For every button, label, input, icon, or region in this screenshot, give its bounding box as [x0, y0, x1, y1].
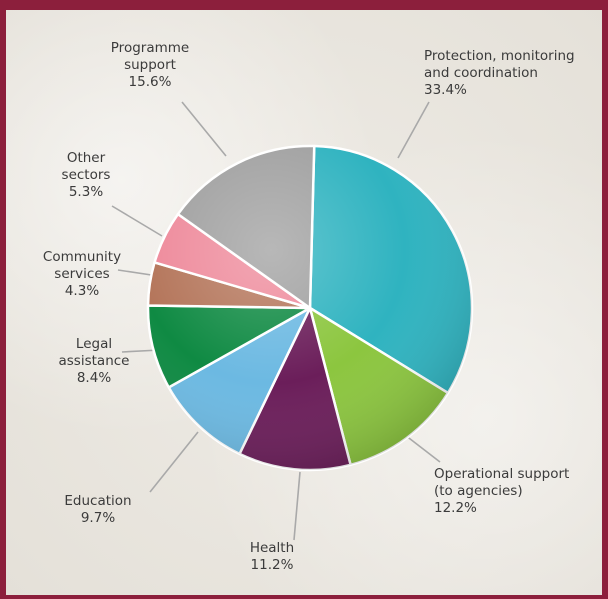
- left-border: [0, 0, 6, 599]
- leader-line-0: [397, 101, 430, 159]
- slice-name-line-0-0: Protection, monitoring: [424, 48, 575, 64]
- slice-name-line-7-1: support: [124, 57, 176, 73]
- slice-name-line-4-1: assistance: [59, 353, 130, 369]
- right-border: [602, 0, 608, 599]
- leader-lines: [111, 101, 441, 541]
- leader-line-2: [293, 471, 301, 541]
- slice-value-7: 15.6%: [129, 74, 172, 90]
- slice-value-1: 12.2%: [434, 500, 477, 516]
- slice-name-line-1-1: (to agencies): [434, 483, 523, 499]
- slice-value-2: 11.2%: [251, 557, 294, 573]
- leader-line-7: [181, 101, 227, 157]
- bottom-border: [0, 595, 608, 599]
- leader-line-3: [149, 431, 199, 493]
- slice-labels: Protection, monitoring and coordination 33…: [43, 40, 575, 573]
- slice-value-3: 9.7%: [81, 510, 115, 526]
- slice-name-line-2-0: Health: [250, 540, 294, 556]
- slice-name-line-5-1: services: [54, 266, 109, 282]
- slice-value-5: 4.3%: [65, 283, 99, 299]
- slice-label-6: Other sectors 5.3%: [62, 150, 111, 200]
- slice-value-4: 8.4%: [77, 370, 111, 386]
- leader-line-1: [404, 434, 441, 463]
- slice-name-line-3-0: Education: [64, 493, 131, 509]
- slice-label-3: Education 9.7%: [64, 493, 131, 526]
- slice-label-4: Legal assistance 8.4%: [59, 336, 130, 386]
- top-border: [0, 0, 608, 10]
- slice-name-line-7-0: Programme: [111, 40, 189, 56]
- slice-label-1: Operational support (to agencies) 12.2%: [434, 466, 569, 516]
- slice-label-5: Community services 4.3%: [43, 249, 121, 299]
- slice-label-7: Programme support 15.6%: [111, 40, 189, 90]
- slice-name-line-1-0: Operational support: [434, 466, 569, 482]
- slice-value-6: 5.3%: [69, 184, 103, 200]
- pie-shading: [148, 146, 472, 470]
- slice-name-line-4-0: Legal: [76, 336, 112, 352]
- slice-value-0: 33.4%: [424, 82, 467, 98]
- slice-label-2: Health 11.2%: [250, 540, 294, 573]
- slice-label-0: Protection, monitoring and coordination 33…: [424, 48, 575, 98]
- slice-name-line-0-1: and coordination: [424, 65, 538, 81]
- slice-name-line-5-0: Community: [43, 249, 121, 265]
- slice-name-line-6-0: Other: [67, 150, 106, 166]
- slice-name-line-6-1: sectors: [62, 167, 111, 183]
- leader-line-6: [111, 205, 163, 237]
